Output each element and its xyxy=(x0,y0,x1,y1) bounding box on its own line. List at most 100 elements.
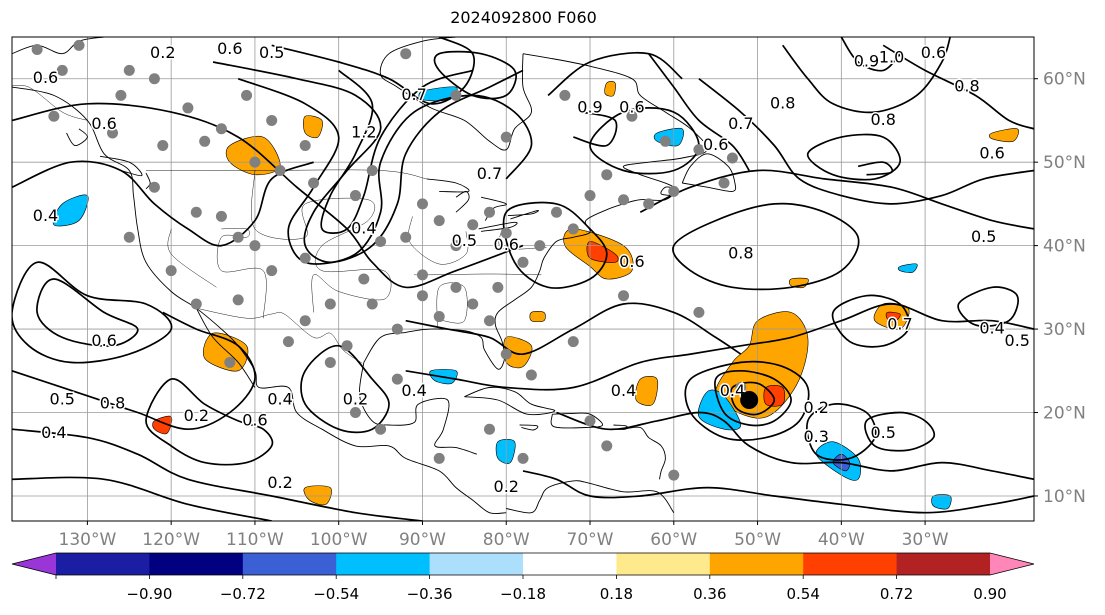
coastline xyxy=(623,426,666,480)
shaded-region xyxy=(897,263,918,273)
contour-line xyxy=(12,160,314,247)
station-dot xyxy=(416,269,428,281)
lon-tick-label: 50°W xyxy=(734,530,781,550)
coastline xyxy=(478,221,518,232)
station-dot xyxy=(274,165,286,177)
station-dot xyxy=(73,39,85,51)
station-dot xyxy=(517,256,529,268)
station-dot xyxy=(249,156,261,168)
station-dot xyxy=(299,252,311,264)
station-dot xyxy=(299,315,311,327)
contour-label: 0.2 xyxy=(343,390,368,409)
shaded-region xyxy=(586,241,619,263)
colorbar-swatch xyxy=(429,553,524,575)
station-dot xyxy=(31,44,43,56)
contour-label: 0.5 xyxy=(870,423,895,442)
station-dot xyxy=(349,190,361,202)
contour-label: 0.6 xyxy=(619,252,644,271)
station-dot xyxy=(525,369,537,381)
shaded-region xyxy=(697,389,742,431)
lon-tick-label: 30°W xyxy=(902,530,949,550)
colorbar-tick-label: 0.54 xyxy=(786,585,819,603)
station-dot xyxy=(165,265,177,277)
contour-line xyxy=(840,37,901,72)
colorbar-tick-label: 0.90 xyxy=(973,585,1006,603)
contour-line xyxy=(12,102,524,289)
contour-label: 0.4 xyxy=(351,218,376,237)
contour-label: 0.7 xyxy=(728,114,753,133)
station-dot xyxy=(48,110,60,122)
station-dot xyxy=(148,181,160,193)
contour-label: 0.8 xyxy=(728,243,753,262)
colorbar-swatch xyxy=(709,553,804,575)
contour-label: 0.8 xyxy=(870,110,895,129)
contour-label: 0.2 xyxy=(267,473,292,492)
shaded-region xyxy=(885,311,901,322)
station-dot xyxy=(215,210,227,222)
station-dot xyxy=(467,219,479,231)
shaded-region xyxy=(604,81,616,97)
station-dot xyxy=(215,123,227,135)
colorbar-swatch xyxy=(149,553,244,575)
contour-line xyxy=(36,278,139,347)
station-dot xyxy=(559,89,571,101)
contour-label: 0.4 xyxy=(979,319,1004,338)
storm-center xyxy=(740,391,759,409)
station-dot xyxy=(266,114,278,126)
station-dot xyxy=(157,139,169,151)
contour-line xyxy=(12,311,256,431)
lon-tick-label: 80°W xyxy=(483,530,530,550)
contour-line xyxy=(12,428,423,521)
lat-tick-label: 40°N xyxy=(1043,237,1086,257)
shaded-region xyxy=(303,485,332,506)
station-dot xyxy=(232,231,244,243)
contour-label: 0.6 xyxy=(242,410,267,429)
contour-label: 1.2 xyxy=(351,122,376,141)
station-dot xyxy=(232,294,244,306)
station-dot xyxy=(659,135,671,147)
station-dot xyxy=(107,127,119,139)
station-dot xyxy=(282,336,294,348)
colorbar-min-arrow xyxy=(12,553,56,575)
contour-line xyxy=(212,61,524,264)
contour-label: 0.4 xyxy=(267,390,292,409)
station-dot xyxy=(224,356,236,368)
contour-label: 0.6 xyxy=(217,39,242,58)
contour-line xyxy=(806,403,877,461)
contour-label: 0.2 xyxy=(494,477,519,496)
boundary-line xyxy=(12,85,88,121)
contour-label: 0.4 xyxy=(401,381,426,400)
contour-line xyxy=(502,201,608,289)
station-dot xyxy=(416,290,428,302)
boundary-line xyxy=(216,228,267,319)
contour-label: 0.9 xyxy=(854,52,879,71)
station-dot xyxy=(182,102,194,114)
contour-line xyxy=(882,44,1034,130)
station-dot xyxy=(391,373,403,385)
coastline xyxy=(12,37,105,55)
contour-label: 0.3 xyxy=(803,427,828,446)
station-dot xyxy=(433,452,445,464)
contour-label: 0.7 xyxy=(477,164,502,183)
station-dot xyxy=(324,298,336,310)
axis-ticks: 130°W 120°W 110°W 100°W 90°W 80°W 70°W 60°W 50°W… xyxy=(59,70,1086,550)
station-dot xyxy=(500,348,512,360)
coastline xyxy=(426,178,470,193)
coastline xyxy=(550,412,604,429)
contour-labels: 0.2 0.6 0.50.60.60.40.60.50.40.2 0.60.40.20… xyxy=(31,38,1031,498)
contour-label: 0.8 xyxy=(954,77,979,96)
station-dot xyxy=(467,298,479,310)
station-dot xyxy=(500,227,512,239)
contour-label: 0.2 xyxy=(150,43,175,62)
station-dot xyxy=(366,165,378,177)
contour-line xyxy=(698,78,1034,205)
station-dot xyxy=(618,290,630,302)
contour-line xyxy=(639,169,1034,230)
station-dot xyxy=(534,240,546,252)
contour-line xyxy=(522,470,1034,514)
contour-line xyxy=(237,77,533,265)
contour-line xyxy=(730,381,776,416)
station-dot xyxy=(199,135,211,147)
contour-label: 0.8 xyxy=(100,394,125,413)
